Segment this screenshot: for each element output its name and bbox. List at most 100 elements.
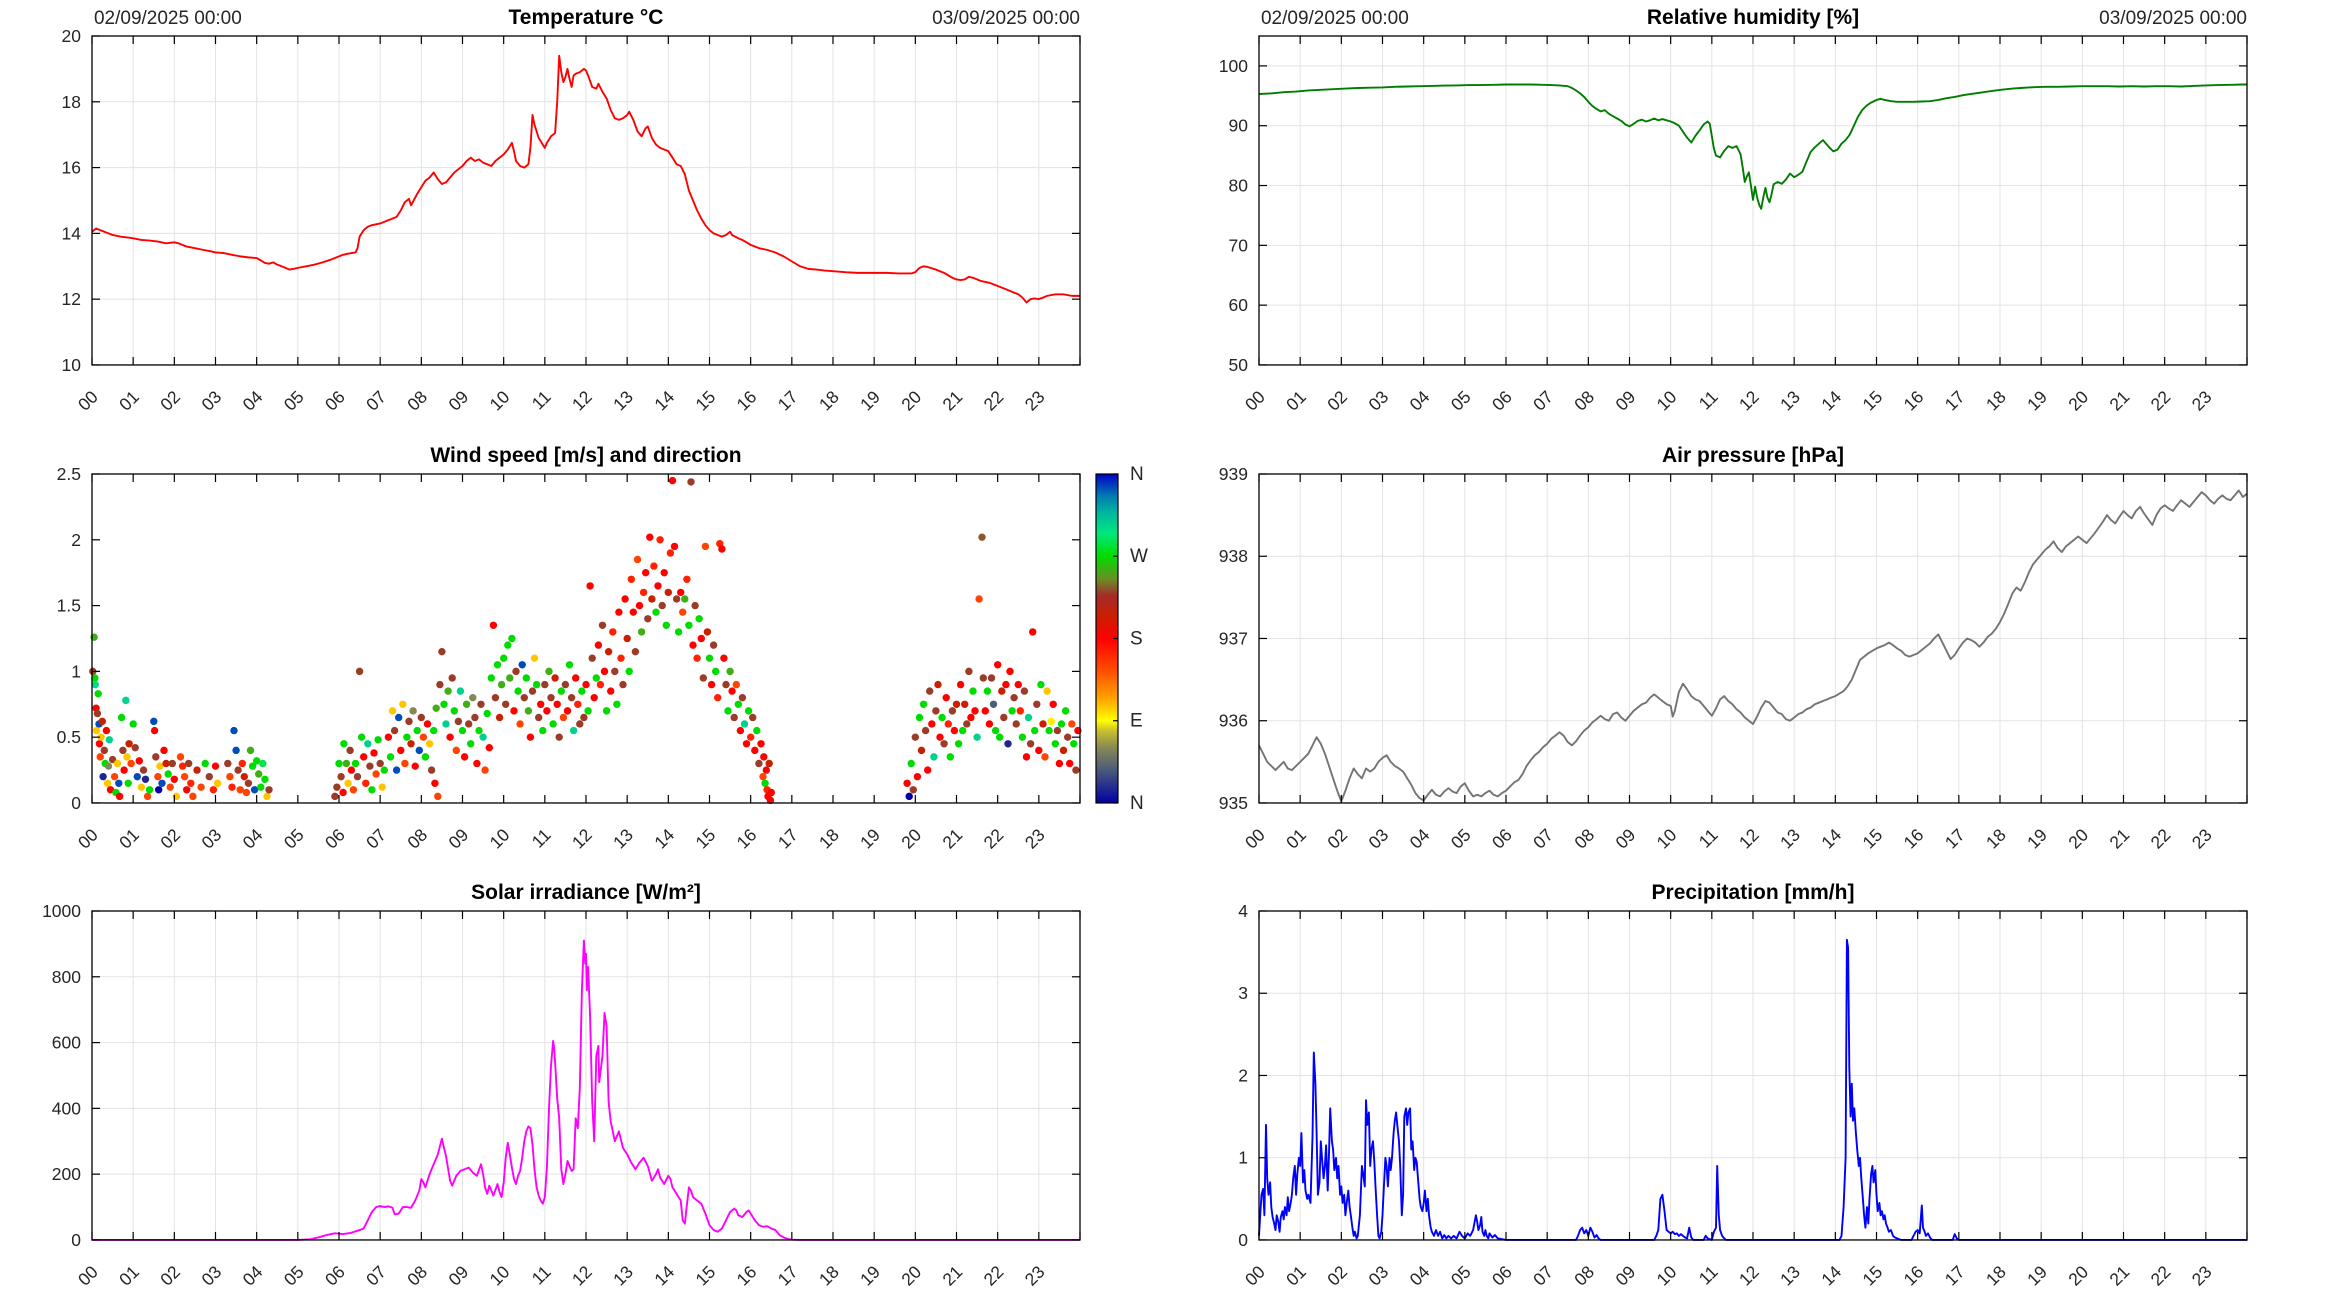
wind-data-point — [444, 687, 452, 695]
wind-data-point — [629, 608, 637, 616]
date-label-right: 03/09/2025 00:00 — [932, 8, 1080, 29]
wind-data-point — [160, 746, 168, 754]
wind-data-point — [1057, 719, 1066, 728]
wind-data-point — [395, 713, 403, 721]
humidity-title: Relative humidity [%] — [1646, 6, 1858, 29]
wind-data-point — [346, 746, 354, 754]
y-tick-label: 1 — [71, 661, 81, 681]
wind-data-point — [115, 779, 123, 787]
x-tick-label: 04 — [239, 386, 267, 414]
wind-data-point — [1037, 680, 1045, 688]
x-tick-label: 17 — [1940, 387, 1968, 415]
wind-data-point — [740, 719, 749, 728]
wind-data-point — [193, 766, 201, 774]
x-tick-label: 13 — [609, 1262, 637, 1290]
pressure-plot: 00 01 02 03 04 05 06 07 08 09 10 11 12 13 14 15 16 17 18 19… — [1218, 444, 2248, 852]
wind-data-point — [125, 739, 133, 748]
wind-data-point — [98, 717, 107, 725]
wind-data-point — [917, 746, 926, 754]
wind-data-point — [1043, 687, 1051, 695]
wind-data-point — [133, 772, 141, 781]
x-tick-label: 20 — [897, 824, 925, 852]
wind-data-point — [730, 713, 738, 721]
wind-data-point — [390, 726, 399, 734]
x-tick-label: 22 — [2146, 1262, 2174, 1290]
wind-data-point — [152, 752, 160, 761]
x-tick-label: 12 — [568, 824, 596, 852]
y-tick-label: 0.5 — [57, 727, 81, 747]
wind-data-point — [475, 726, 483, 734]
y-tick-label: 800 — [52, 967, 81, 987]
y-tick-label: 4 — [1238, 901, 1248, 921]
x-tick-label: 11 — [1694, 387, 1721, 414]
wind-data-point — [936, 733, 944, 741]
wind-data-point — [584, 706, 592, 715]
wind-data-point — [654, 581, 662, 590]
wind-data-point — [93, 709, 102, 717]
x-tick-label: 13 — [609, 387, 637, 415]
wind-data-point — [113, 759, 122, 767]
wind-data-point — [103, 779, 112, 787]
wind-data-point — [230, 726, 238, 734]
x-tick-label: 18 — [1981, 1262, 2009, 1290]
wind-data-point — [376, 759, 384, 767]
wind-data-point — [590, 693, 598, 702]
wind-data-point — [120, 766, 128, 774]
wind-data-point — [164, 769, 172, 778]
wind-data-point — [100, 746, 109, 754]
y-tick-label: 20 — [62, 26, 82, 46]
wind-data-point — [362, 779, 370, 787]
wind-data-point — [765, 759, 773, 767]
wind-data-point — [481, 766, 489, 774]
solar-chart: 00 01 02 03 04 05 06 07 08 09 10 11 12 13 14 15 16 17 18 19… — [42, 881, 1081, 1290]
wind-data-point — [185, 759, 193, 767]
wind-data-point — [567, 693, 576, 702]
wind-data-point — [697, 634, 705, 642]
colorbar-label: S — [1130, 628, 1143, 649]
wind-data-point — [211, 762, 220, 770]
y-tick-label: 1 — [1238, 1148, 1248, 1168]
wind-data-point — [524, 706, 533, 715]
wind-data-point — [423, 719, 432, 728]
wind-data-point — [518, 660, 526, 669]
humidity-chart: 00 01 02 03 04 05 06 07 08 09 10 11 12 13 14 15 16 17 18 19… — [1218, 6, 2248, 415]
wind-data-point — [331, 792, 339, 800]
x-tick-label: 05 — [1446, 1262, 1474, 1290]
wind-data-point — [473, 759, 481, 767]
y-tick-label: 3 — [1238, 984, 1248, 1004]
x-tick-label: 22 — [980, 824, 1008, 852]
x-tick-label: 04 — [239, 824, 267, 852]
wind-data-point — [646, 533, 654, 541]
x-tick-label: 12 — [1734, 387, 1762, 415]
wind-data-point — [907, 759, 915, 767]
x-tick-label: 22 — [2146, 824, 2174, 852]
y-tick-label: 600 — [52, 1033, 81, 1053]
wind-data-point — [430, 726, 438, 734]
wind-data-point — [388, 706, 397, 715]
x-tick-label: 05 — [1446, 824, 1474, 852]
wind-data-point — [625, 667, 633, 675]
x-tick-label: 03 — [1364, 387, 1392, 415]
x-tick-label: 09 — [1611, 824, 1639, 852]
wind-data-point — [621, 594, 629, 603]
wind-data-point — [240, 772, 248, 781]
x-tick-label: 21 — [2105, 1262, 2133, 1290]
wind-data-point — [456, 687, 465, 695]
wind-data-point — [1014, 680, 1022, 688]
wind-data-point — [224, 759, 232, 767]
wind-data-point — [1049, 700, 1057, 708]
wind-data-point — [578, 687, 586, 695]
x-tick-label: 13 — [1776, 1262, 1804, 1290]
wind-data-point — [668, 476, 677, 484]
y-tick-label: 90 — [1228, 116, 1248, 136]
x-tick-label: 13 — [1776, 824, 1804, 852]
wind-data-point — [117, 713, 126, 721]
wind-data-point — [500, 654, 508, 662]
x-tick-label: 23 — [1021, 1262, 1049, 1290]
x-tick-label: 17 — [1940, 1262, 1968, 1290]
wind-data-point — [261, 775, 269, 783]
x-tick-label: 10 — [1652, 1262, 1680, 1290]
wind-data-point — [438, 647, 446, 656]
wind-data-point — [744, 706, 753, 715]
x-tick-label: 02 — [1323, 824, 1351, 852]
